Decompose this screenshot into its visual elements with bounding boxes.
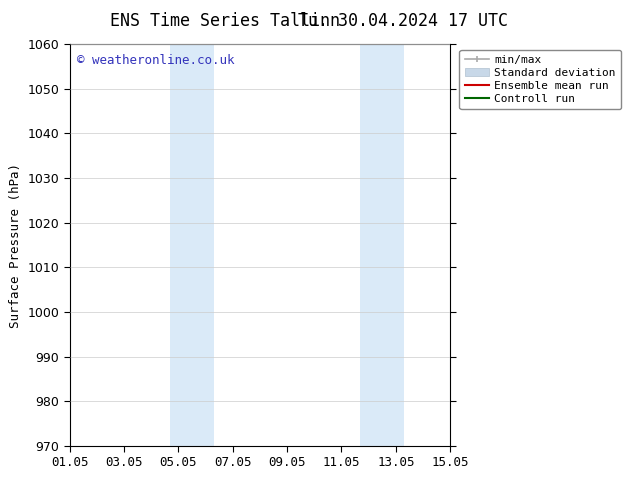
Text: © weatheronline.co.uk: © weatheronline.co.uk <box>77 54 235 67</box>
Text: Tu. 30.04.2024 17 UTC: Tu. 30.04.2024 17 UTC <box>297 12 508 30</box>
Y-axis label: Surface Pressure (hPa): Surface Pressure (hPa) <box>9 163 22 327</box>
Bar <box>171 44 214 446</box>
Bar <box>361 44 404 446</box>
Text: ENS Time Series Tallinn: ENS Time Series Tallinn <box>110 12 340 30</box>
Legend: min/max, Standard deviation, Ensemble mean run, Controll run: min/max, Standard deviation, Ensemble me… <box>460 49 621 109</box>
